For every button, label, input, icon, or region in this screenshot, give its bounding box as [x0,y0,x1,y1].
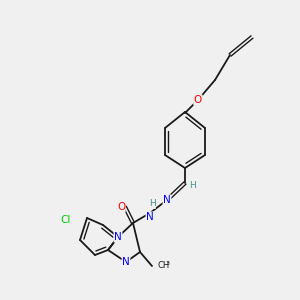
Text: N: N [146,212,154,222]
Text: N: N [114,232,122,242]
Text: Cl: Cl [61,215,71,225]
Text: H: H [190,182,196,190]
Text: O: O [117,202,125,212]
Text: N: N [122,257,130,267]
Text: O: O [194,95,202,105]
Text: N: N [163,195,171,205]
Text: CH: CH [157,260,169,269]
Text: 3: 3 [166,261,170,266]
Text: H: H [148,200,155,208]
